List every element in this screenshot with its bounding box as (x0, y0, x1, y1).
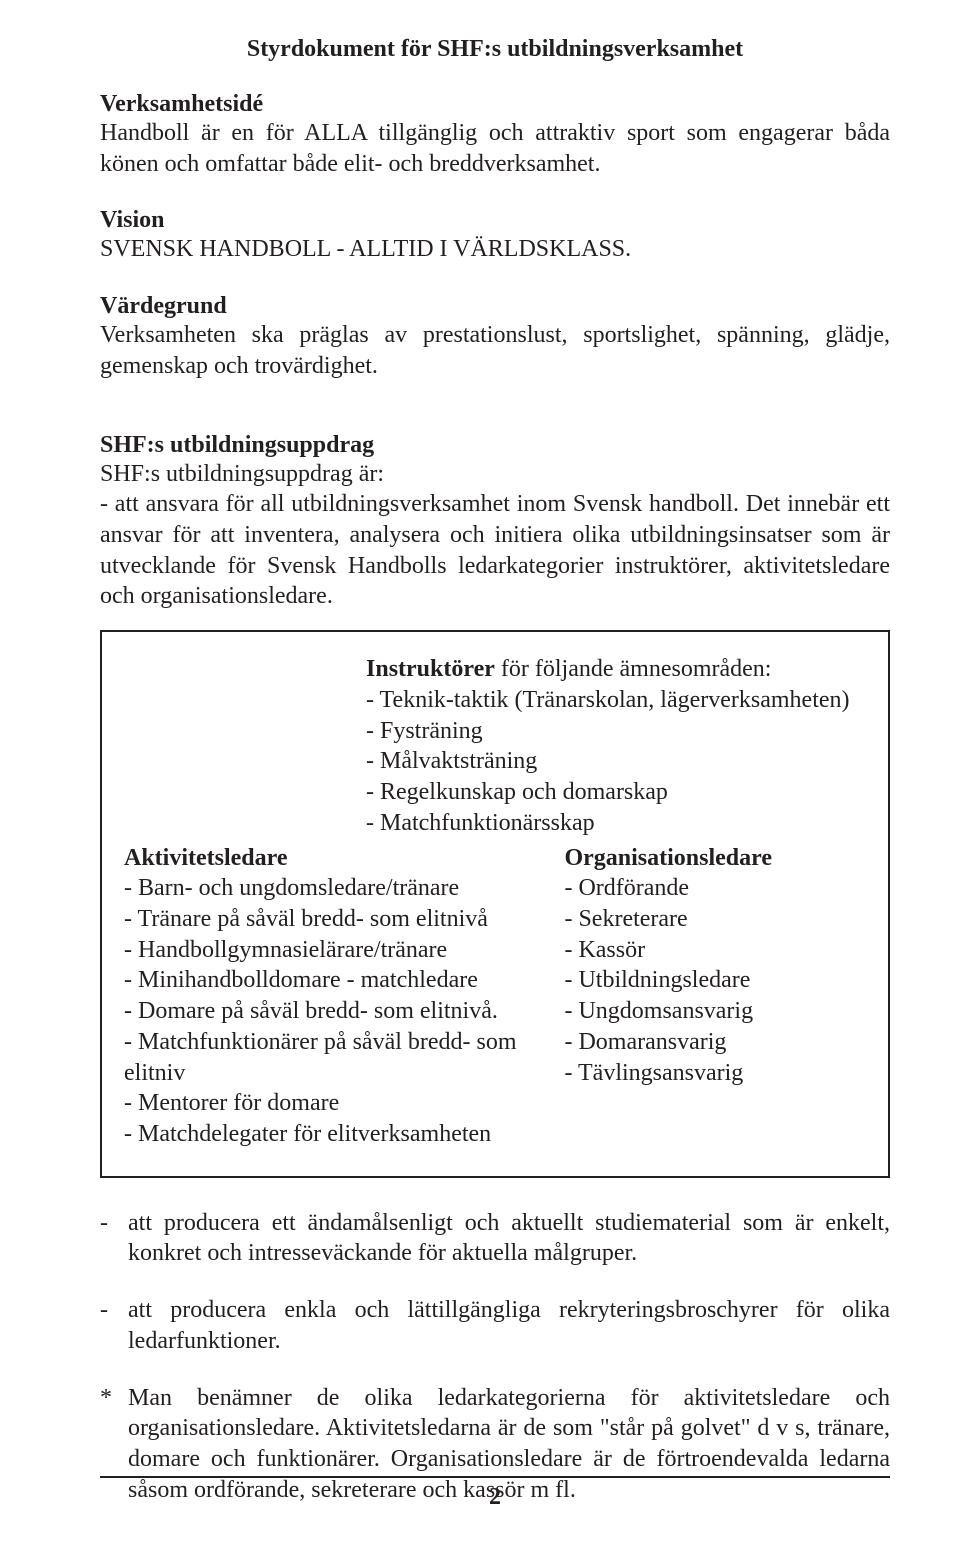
section-heading: Verksamhetsidé (100, 91, 890, 118)
box-two-col: Aktivitetsledare - Barn- och ungdomsleda… (124, 843, 866, 1150)
section-body: SVENSK HANDBOLL - ALLTID I VÄRLDSKLASS. (100, 234, 890, 265)
organisationsledare-col: Organisationsledare - Ordförande - Sekre… (564, 843, 866, 1150)
list-item: - Barn- och ungdomsledare/tränare (124, 873, 540, 904)
list-item: - Minihandbolldomare - matchledare (124, 965, 540, 996)
list-item: - Ordförande (564, 873, 866, 904)
list-item: - Matchfunktionärer på såväl bredd- som … (124, 1027, 540, 1088)
instruktorer-label: Instruktörer (366, 656, 495, 682)
aktivitetsledare-col: Aktivitetsledare - Barn- och ungdomsleda… (124, 843, 540, 1150)
list-item: - Handbollgymnasielärare/tränare (124, 935, 540, 966)
list-item: - Domare på såväl bredd- som elitnivå. (124, 996, 540, 1027)
section-vardegrund: Värdegrund Verksamheten ska präglas av p… (100, 293, 890, 381)
footer-rule (100, 1476, 890, 1478)
list-item: - Kassör (564, 935, 866, 966)
leader-categories-box: Instruktörer för följande ämnesområden: … (100, 630, 890, 1178)
section-heading: Vision (100, 207, 890, 234)
bottom-item: - att producera ett ändamålsenligt och a… (100, 1208, 890, 1269)
bottom-item: - att producera enkla och lättillgänglig… (100, 1295, 890, 1356)
instruktorer-item: - Målvaktsträning (366, 746, 866, 777)
bullet-marker: - (100, 1208, 128, 1269)
list-item: - Utbildningsledare (564, 965, 866, 996)
list-item: - Matchdelegater för elitverksamheten (124, 1119, 540, 1150)
bottom-item-text: att producera ett ändamålsenligt och akt… (128, 1208, 890, 1269)
section-verksamhetside: Verksamhetsidé Handboll är en för ALLA t… (100, 91, 890, 179)
instruktorer-intro-rest: för följande ämnesområden: (495, 656, 772, 682)
list-item: - Mentorer för domare (124, 1088, 540, 1119)
bullet-marker: - (100, 1295, 128, 1356)
list-item: - Tävlingsansvarig (564, 1058, 866, 1089)
section-uppdrag: SHF:s utbildningsuppdrag SHF:s utbildnin… (100, 432, 890, 613)
col-heading: Aktivitetsledare (124, 843, 540, 874)
page-number: 2 (489, 1484, 501, 1510)
section-heading: Värdegrund (100, 293, 890, 320)
list-item: - Tränare på såväl bredd- som elitnivå (124, 904, 540, 935)
page-footer: 2 (100, 1476, 890, 1511)
list-item: - Ungdomsansvarig (564, 996, 866, 1027)
instruktorer-item: - Matchfunktionärsskap (366, 808, 866, 839)
instruktorer-item: - Teknik-taktik (Tränarskolan, lägerverk… (366, 685, 866, 716)
section-body: - att ansvara för all utbildningsverksam… (100, 489, 890, 612)
list-item: - Domaransvarig (564, 1027, 866, 1058)
section-vision: Vision SVENSK HANDBOLL - ALLTID I VÄRLDS… (100, 207, 890, 265)
list-item: - Sekreterare (564, 904, 866, 935)
bottom-item-text: att producera enkla och lättillgängliga … (128, 1295, 890, 1356)
instruktorer-intro: Instruktörer för följande ämnesområden: (366, 654, 866, 685)
bottom-list: - att producera ett ändamålsenligt och a… (100, 1208, 890, 1357)
col-heading: Organisationsledare (564, 843, 866, 874)
instruktorer-block: Instruktörer för följande ämnesområden: … (366, 654, 866, 838)
section-body: Verksamheten ska präglas av prestationsl… (100, 320, 890, 381)
section-body: SHF:s utbildningsuppdrag är: (100, 459, 890, 490)
instruktorer-item: - Fysträning (366, 716, 866, 747)
section-body: Handboll är en för ALLA tillgänglig och … (100, 118, 890, 179)
section-heading: SHF:s utbildningsuppdrag (100, 432, 890, 459)
page-title: Styrdokument för SHF:s utbildningsverksa… (100, 36, 890, 63)
instruktorer-item: - Regelkunskap och domarskap (366, 777, 866, 808)
